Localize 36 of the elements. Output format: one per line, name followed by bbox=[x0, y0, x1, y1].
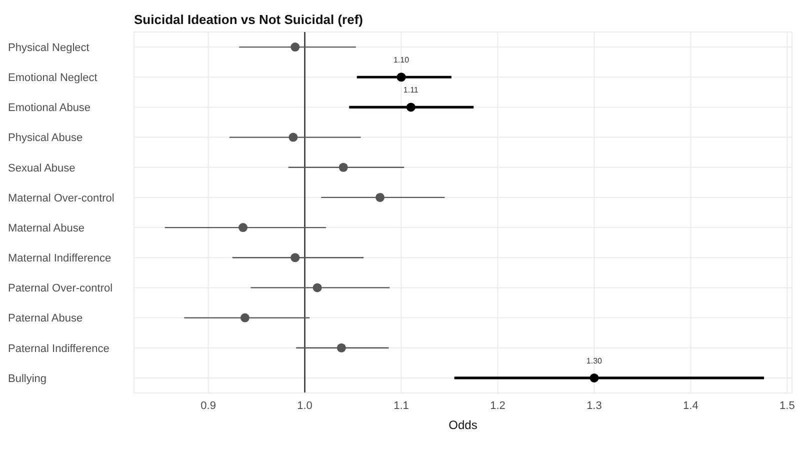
point bbox=[338, 162, 348, 172]
point bbox=[238, 223, 248, 232]
x-tick-label: 1.2 bbox=[490, 400, 506, 412]
point bbox=[288, 132, 298, 142]
y-tick-label: Paternal Abuse bbox=[8, 312, 83, 325]
data-label: 1.10 bbox=[393, 56, 410, 65]
y-tick-label: Emotional Abuse bbox=[8, 102, 91, 114]
point bbox=[590, 373, 599, 382]
x-tick-label: 1.0 bbox=[297, 400, 312, 412]
point bbox=[396, 72, 406, 82]
y-tick-label: Paternal Over-control bbox=[8, 282, 113, 295]
point bbox=[406, 102, 416, 112]
point bbox=[290, 253, 300, 262]
x-tick-label: 0.9 bbox=[200, 400, 216, 412]
y-tick-label: Physical Abuse bbox=[8, 132, 83, 144]
x-tick-label: 1.4 bbox=[683, 400, 698, 412]
x-tick-label: 1.5 bbox=[780, 400, 795, 412]
data-label: 1.30 bbox=[586, 356, 603, 366]
x-tick-label: 1.1 bbox=[394, 400, 409, 412]
x-tick-label: 1.3 bbox=[586, 400, 602, 412]
x-axis-title: Odds bbox=[448, 418, 478, 432]
y-tick-label: Paternal Indifference bbox=[8, 342, 110, 355]
point bbox=[290, 42, 300, 52]
y-tick-label: Maternal Over-control bbox=[8, 192, 114, 204]
y-tick-label: Emotional Neglect bbox=[8, 72, 98, 84]
y-tick-label: Sexual Abuse bbox=[8, 162, 76, 174]
data-label: 1.11 bbox=[403, 86, 419, 95]
y-tick-label: Bullying bbox=[8, 372, 47, 385]
point bbox=[376, 192, 385, 202]
point bbox=[312, 283, 322, 292]
y-tick-label: Physical Neglect bbox=[8, 42, 90, 54]
point bbox=[336, 343, 346, 352]
y-tick-label: Maternal Abuse bbox=[8, 222, 84, 234]
point bbox=[240, 313, 250, 322]
y-tick-label: Maternal Indifference bbox=[8, 252, 112, 265]
chart-title: Suicidal Ideation vs Not Suicidal (ref) bbox=[134, 12, 363, 27]
